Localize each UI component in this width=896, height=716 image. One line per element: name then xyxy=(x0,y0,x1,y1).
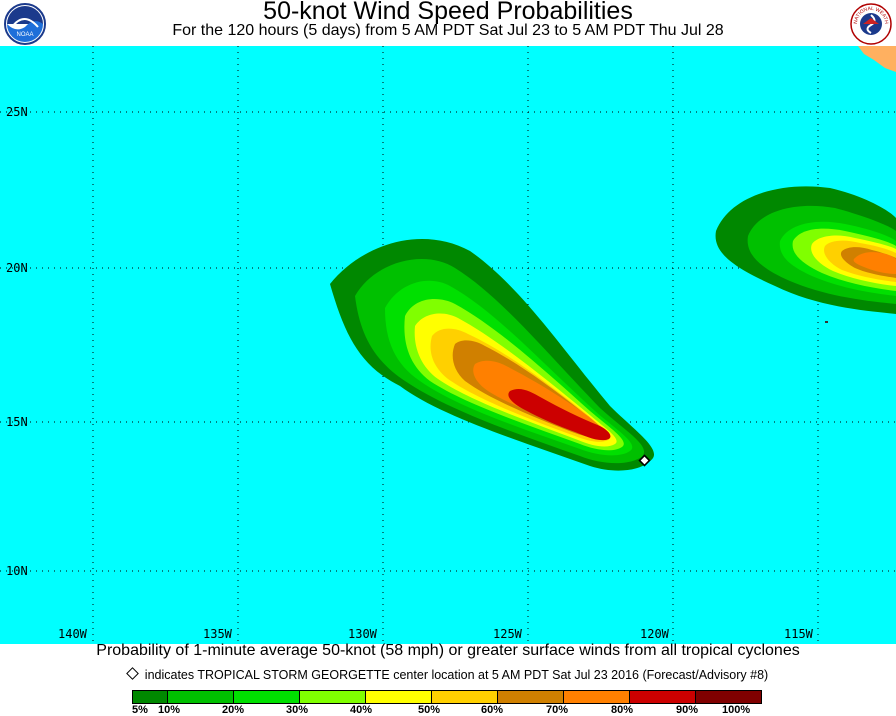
legend-tick-80: 80% xyxy=(611,704,634,716)
legend-tick-30: 30% xyxy=(286,704,309,716)
legend-swatch-50-60 xyxy=(431,690,498,704)
legend-swatch-10-20 xyxy=(167,690,234,704)
lon-label-120w: 120W xyxy=(640,627,669,641)
page-subtitle: For the 120 hours (5 days) from 5 AM PDT… xyxy=(172,22,724,39)
east-swath-70pct xyxy=(853,252,896,274)
lon-label-130w: 130W xyxy=(348,627,377,641)
land-mexico xyxy=(858,46,896,72)
lat-label-15n: 15N xyxy=(6,415,28,429)
legend-tick-10: 10% xyxy=(158,704,181,716)
legend-swatch-40-50 xyxy=(365,690,432,704)
legend-swatch-70-80 xyxy=(563,690,630,704)
legend-tick-50: 50% xyxy=(418,704,441,716)
noaa-logo-icon: NOAA xyxy=(4,3,46,45)
color-legend xyxy=(132,690,762,704)
legend-swatch-90-100 xyxy=(695,690,762,704)
small-island xyxy=(825,321,828,323)
header: NOAA 50-knot Wind Speed Probabilities Fo… xyxy=(0,0,896,46)
nws-logo-icon: NATIONAL WEATHER SERVICE xyxy=(850,3,892,45)
legend-swatch-80-90 xyxy=(629,690,696,704)
legend-tick-20: 20% xyxy=(222,704,245,716)
legend-tick-90: 90% xyxy=(676,704,699,716)
storm-center-marker xyxy=(638,454,651,467)
lat-label-20n: 20N xyxy=(6,261,28,275)
marker-note-text: indicates TROPICAL STORM GEORGETTE cente… xyxy=(144,668,769,682)
svg-text:NOAA: NOAA xyxy=(16,32,33,38)
lat-label-10n: 10N xyxy=(6,564,28,578)
eastern-probability-swath xyxy=(715,186,896,323)
legend-tick-40: 40% xyxy=(350,704,373,716)
lat-label-25n: 25N xyxy=(6,105,28,119)
lon-label-125w: 125W xyxy=(493,627,522,641)
marker-note: indicates TROPICAL STORM GEORGETTE cente… xyxy=(0,667,896,682)
legend-swatch-60-70 xyxy=(497,690,564,704)
grid-lines xyxy=(0,46,896,644)
lon-label-115w: 115W xyxy=(784,627,813,641)
legend-swatch-20-30 xyxy=(233,690,300,704)
lon-label-140w: 140W xyxy=(58,627,87,641)
map-caption: Probability of 1-minute average 50-knot … xyxy=(96,642,800,659)
map-canvas xyxy=(0,46,896,644)
probability-map xyxy=(0,46,896,644)
legend-swatch-30-40 xyxy=(299,690,366,704)
diamond-icon xyxy=(125,667,139,680)
georgette-probability-swath xyxy=(330,239,655,471)
legend-tick-60: 60% xyxy=(481,704,504,716)
swath-80pct xyxy=(508,388,611,441)
legend-tick-70: 70% xyxy=(546,704,569,716)
legend-tick-5: 5% xyxy=(132,704,148,716)
lon-label-135w: 135W xyxy=(203,627,232,641)
legend-swatch-5-10 xyxy=(132,690,168,704)
legend-tick-100: 100% xyxy=(722,704,751,716)
page-title: 50-knot Wind Speed Probabilities xyxy=(263,0,633,25)
